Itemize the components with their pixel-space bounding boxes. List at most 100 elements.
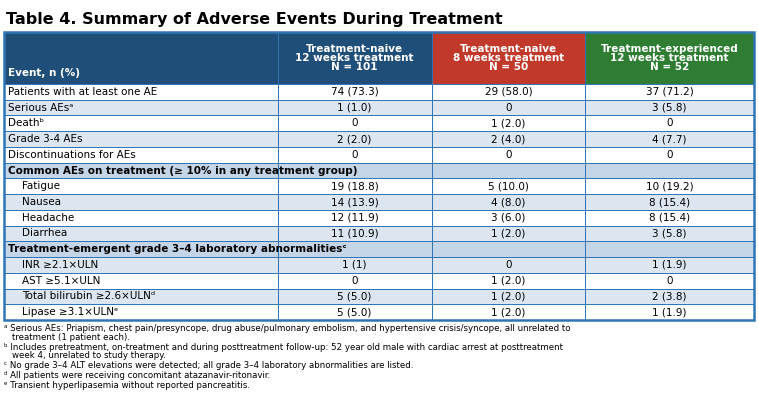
Text: 1 (1.9): 1 (1.9) [653, 260, 687, 270]
Text: week 4, unrelated to study therapy.: week 4, unrelated to study therapy. [12, 351, 166, 360]
Bar [431, 163, 585, 178]
Text: Event, n (%): Event, n (%) [8, 68, 80, 78]
Text: N = 101: N = 101 [331, 62, 378, 72]
Bar [277, 194, 431, 210]
Text: 1 (1): 1 (1) [343, 260, 367, 270]
Text: treatment (1 patient each).: treatment (1 patient each). [12, 332, 130, 342]
Bar [431, 257, 585, 273]
Bar [4, 241, 277, 257]
Bar [277, 304, 431, 320]
Bar [4, 32, 754, 320]
Bar [277, 100, 431, 115]
Bar [585, 194, 754, 210]
Bar [431, 100, 585, 115]
Bar [4, 163, 277, 178]
Bar [4, 194, 277, 210]
Text: ᶜ No grade 3–4 ALT elevations were detected; all grade 3–4 laboratory abnormalit: ᶜ No grade 3–4 ALT elevations were detec… [4, 361, 413, 370]
Text: 8 weeks treatment: 8 weeks treatment [453, 53, 564, 63]
Text: 1 (2.0): 1 (2.0) [491, 229, 525, 239]
Text: ᵈ All patients were receiving concomitant atazanavir-ritonavir.: ᵈ All patients were receiving concomitan… [4, 371, 271, 380]
Bar [431, 226, 585, 241]
Text: 0: 0 [352, 118, 358, 128]
Text: Serious AEsᵃ: Serious AEsᵃ [8, 103, 74, 112]
Text: Grade 3-4 AEs: Grade 3-4 AEs [8, 134, 83, 144]
Bar [4, 84, 277, 100]
Bar [4, 115, 277, 131]
Text: 0: 0 [352, 150, 358, 160]
Text: 1 (2.0): 1 (2.0) [491, 307, 525, 317]
Text: Nausea: Nausea [22, 197, 61, 207]
Bar [431, 241, 585, 257]
Bar [431, 304, 585, 320]
Bar [585, 147, 754, 163]
Text: 74 (73.3): 74 (73.3) [330, 87, 378, 97]
Text: 8 (15.4): 8 (15.4) [649, 197, 691, 207]
Text: Treatment-emergent grade 3–4 laboratory abnormalitiesᶜ: Treatment-emergent grade 3–4 laboratory … [8, 244, 346, 254]
Text: ᵃ Serious AEs: Priapism, chest pain/presyncope, drug abuse/pulmonary embolism, a: ᵃ Serious AEs: Priapism, chest pain/pres… [4, 324, 571, 333]
Bar [4, 131, 277, 147]
Text: 11 (10.9): 11 (10.9) [330, 229, 378, 239]
Bar [431, 84, 585, 100]
Bar [585, 32, 754, 84]
Bar [431, 147, 585, 163]
Text: 29 (58.0): 29 (58.0) [484, 87, 532, 97]
Text: 3 (5.8): 3 (5.8) [653, 103, 687, 112]
Text: Fatigue: Fatigue [22, 181, 60, 191]
Text: 2 (4.0): 2 (4.0) [491, 134, 525, 144]
Bar [277, 257, 431, 273]
Text: Patients with at least one AE: Patients with at least one AE [8, 87, 157, 97]
Text: ᵇ Includes pretreatment, on-treatment and during posttreatment follow-up: 52 yea: ᵇ Includes pretreatment, on-treatment an… [4, 342, 563, 351]
Bar [277, 131, 431, 147]
Bar [4, 304, 277, 320]
Bar [277, 147, 431, 163]
Bar [277, 241, 431, 257]
Bar [431, 210, 585, 226]
Bar [431, 194, 585, 210]
Text: Treatment-experienced: Treatment-experienced [601, 44, 738, 54]
Bar [585, 304, 754, 320]
Bar [585, 131, 754, 147]
Bar [277, 32, 431, 84]
Bar [431, 115, 585, 131]
Text: 8 (15.4): 8 (15.4) [649, 213, 691, 223]
Text: 1 (2.0): 1 (2.0) [491, 276, 525, 286]
Text: Treatment-naive: Treatment-naive [306, 44, 403, 54]
Bar [277, 115, 431, 131]
Bar [585, 273, 754, 288]
Text: 0: 0 [505, 103, 512, 112]
Bar [4, 147, 277, 163]
Bar [4, 273, 277, 288]
Text: 4 (8.0): 4 (8.0) [491, 197, 525, 207]
Text: 2 (2.0): 2 (2.0) [337, 134, 372, 144]
Text: 3 (5.8): 3 (5.8) [653, 229, 687, 239]
Bar [277, 210, 431, 226]
Text: 14 (13.9): 14 (13.9) [330, 197, 378, 207]
Bar [585, 163, 754, 178]
Bar [585, 210, 754, 226]
Text: 10 (19.2): 10 (19.2) [646, 181, 694, 191]
Text: 0: 0 [666, 150, 673, 160]
Text: 0: 0 [666, 118, 673, 128]
Text: INR ≥2.1×ULN: INR ≥2.1×ULN [22, 260, 99, 270]
Text: 1 (2.0): 1 (2.0) [491, 118, 525, 128]
Text: ᵉ Transient hyperlipasemia without reported pancreatitis.: ᵉ Transient hyperlipasemia without repor… [4, 381, 250, 390]
Text: Deathᵇ: Deathᵇ [8, 118, 44, 128]
Text: Total bilirubin ≥2.6×ULNᵈ: Total bilirubin ≥2.6×ULNᵈ [22, 291, 155, 302]
Bar [4, 32, 277, 84]
Bar [585, 257, 754, 273]
Bar [585, 100, 754, 115]
Text: Table 4. Summary of Adverse Events During Treatment: Table 4. Summary of Adverse Events Durin… [6, 12, 503, 27]
Text: 2 (3.8): 2 (3.8) [653, 291, 687, 302]
Text: 19 (18.8): 19 (18.8) [330, 181, 378, 191]
Text: Treatment-naive: Treatment-naive [460, 44, 557, 54]
Text: 12 weeks treatment: 12 weeks treatment [296, 53, 414, 63]
Text: 37 (71.2): 37 (71.2) [646, 87, 694, 97]
Text: 0: 0 [666, 276, 673, 286]
Bar [431, 32, 585, 84]
Text: 0: 0 [505, 260, 512, 270]
Text: 5 (5.0): 5 (5.0) [337, 307, 372, 317]
Bar [277, 273, 431, 288]
Text: Diarrhea: Diarrhea [22, 229, 67, 239]
Bar [4, 210, 277, 226]
Bar [277, 84, 431, 100]
